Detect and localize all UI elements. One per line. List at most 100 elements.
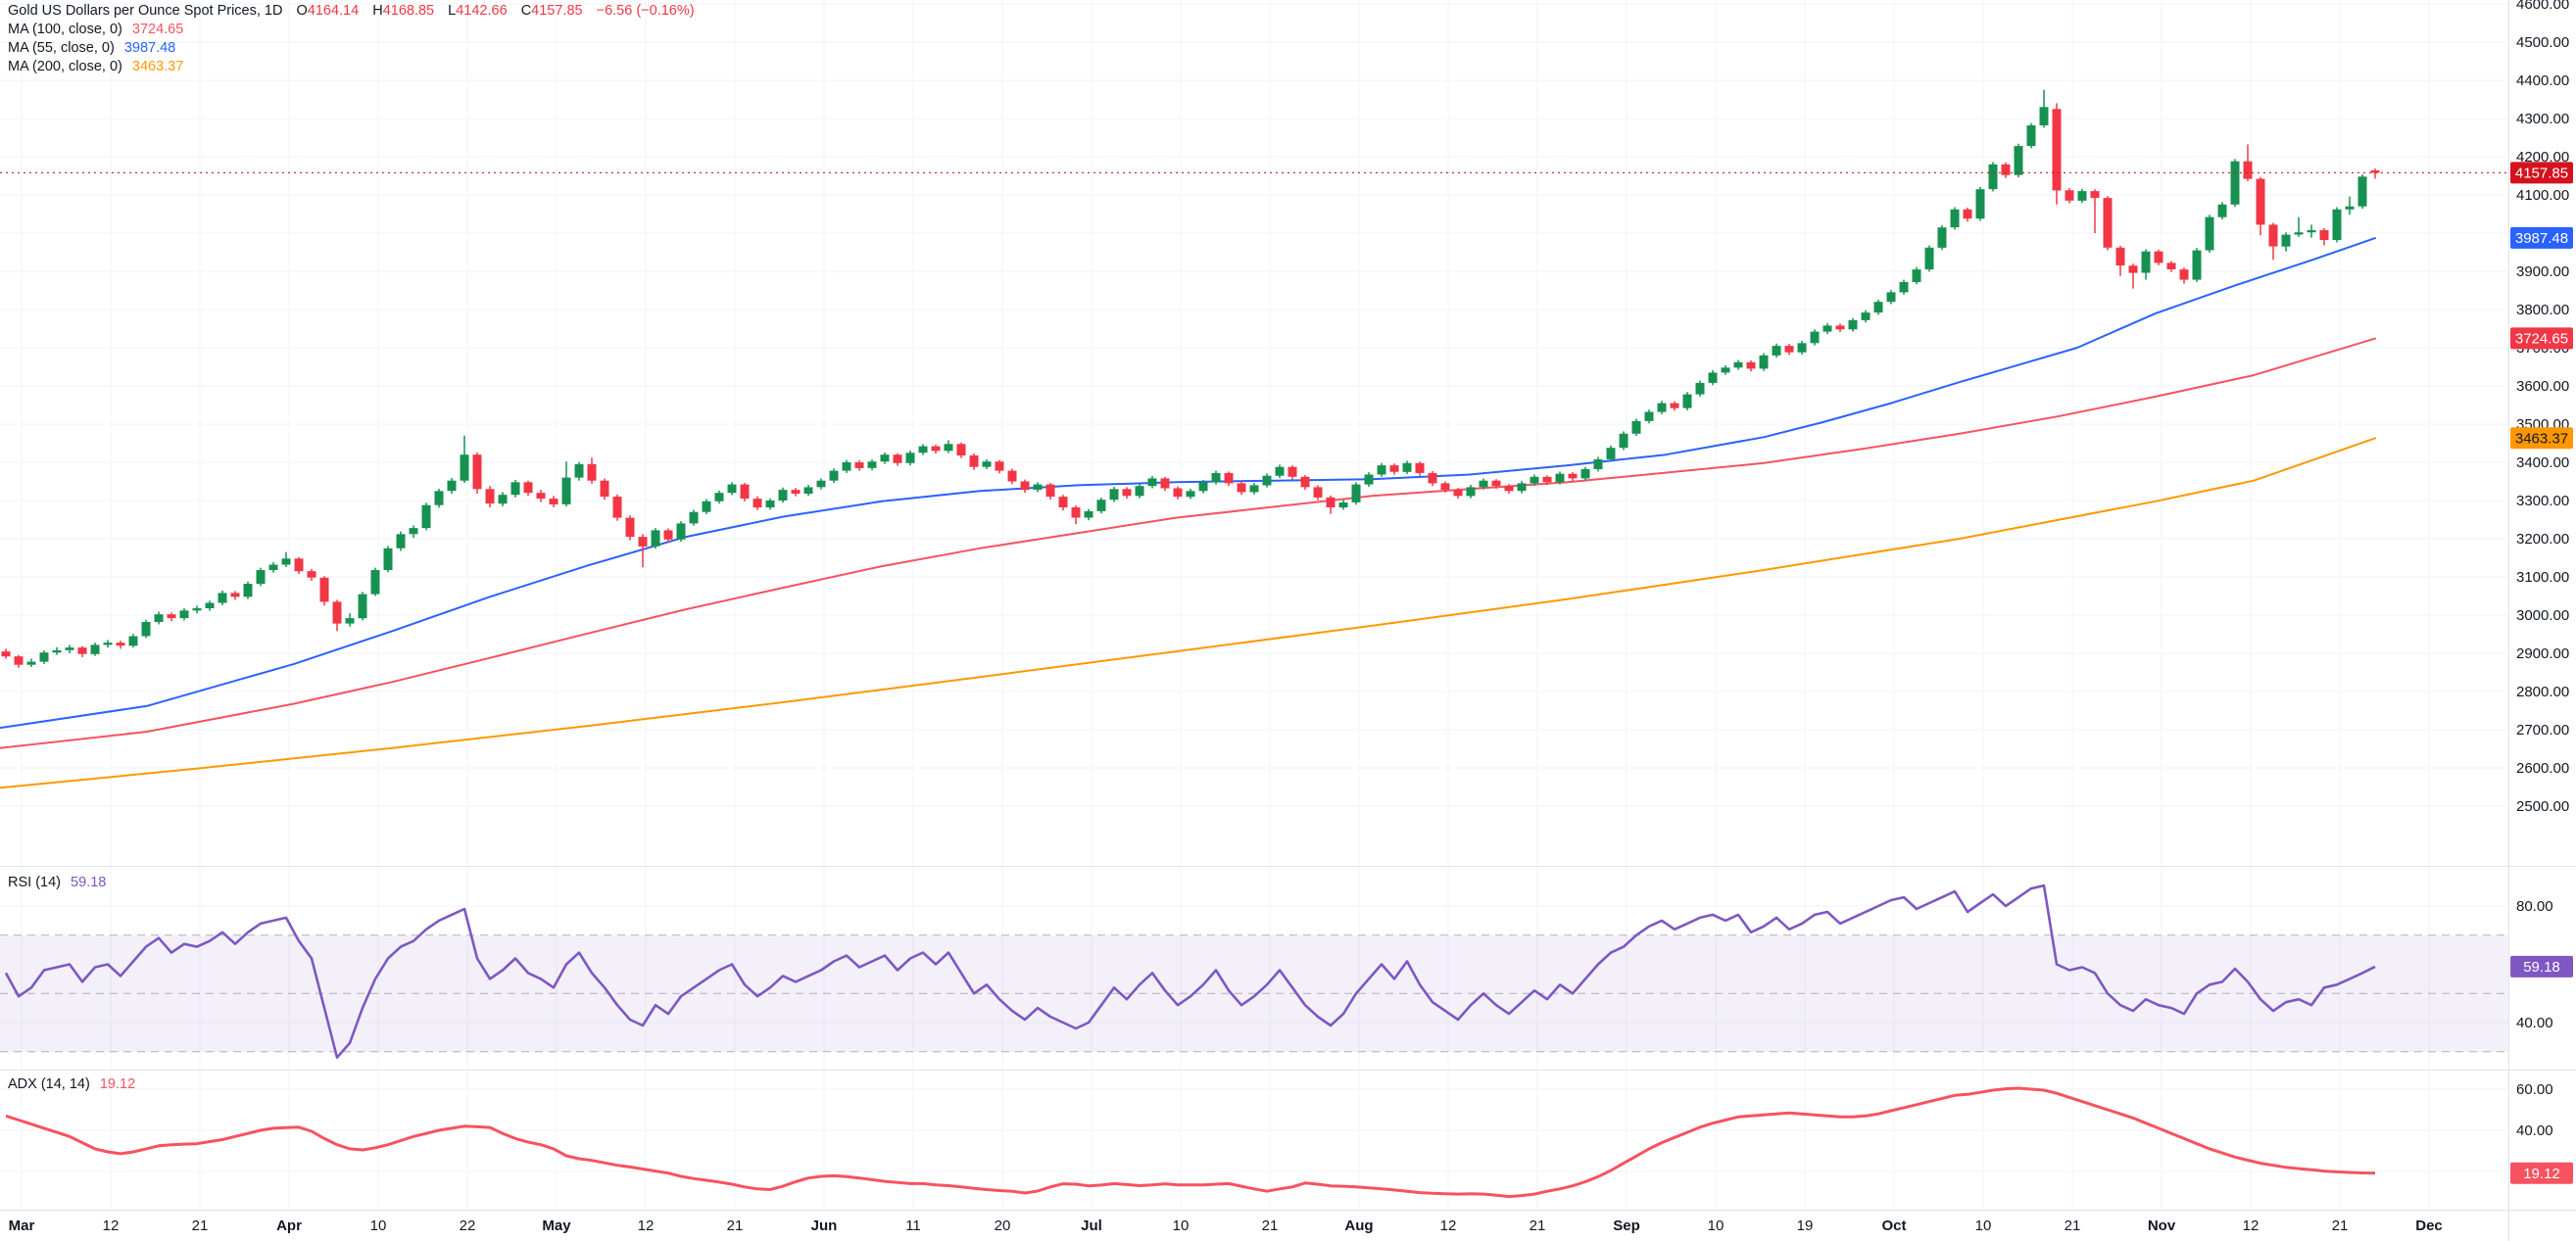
candle-body: [1173, 488, 1183, 498]
candle-body: [128, 636, 138, 646]
rsi-tick-label: 40.00: [2516, 1015, 2553, 1031]
ma100-label: MA (100, close, 0): [8, 22, 122, 37]
candle-body: [2179, 269, 2189, 280]
price-tick-label: 3300.00: [2516, 493, 2569, 509]
candle-body: [1071, 507, 1081, 518]
candle-body: [1848, 319, 1858, 330]
price-axis-badge[interactable]: 3724.65: [2510, 327, 2573, 350]
candle-body: [1733, 361, 1743, 368]
candle-body: [1861, 312, 1871, 320]
time-tick-label: 12: [2243, 1217, 2260, 1234]
axis-badge-bg: [2510, 955, 2573, 978]
adx-legend-row[interactable]: ADX (14, 14) 19.12: [8, 1076, 135, 1092]
legend: Gold US Dollars per Ounce Spot Prices, 1…: [8, 2, 695, 76]
adx-label: ADX (14, 14): [8, 1076, 90, 1092]
candle-body: [1402, 462, 1412, 472]
price-tick-label: 4600.00: [2516, 0, 2569, 13]
candle-body: [600, 480, 609, 498]
candle-body: [1950, 209, 1960, 228]
candle-body: [638, 537, 648, 547]
candle-body: [523, 482, 533, 494]
candle-body: [1657, 403, 1667, 412]
candle-body: [1619, 433, 1628, 449]
candle-body: [867, 461, 877, 468]
symbol-legend-row[interactable]: Gold US Dollars per Ounce Spot Prices, 1…: [8, 2, 695, 21]
price-axis-badge[interactable]: 3463.37: [2510, 427, 2573, 450]
time-tick-label: 21: [2332, 1217, 2349, 1234]
candle-body: [587, 463, 597, 481]
rsi-axis-badge[interactable]: 59.18: [2510, 955, 2573, 978]
candle-body: [1504, 486, 1514, 492]
time-tick-label: Dec: [2415, 1217, 2443, 1234]
candle-body: [1708, 372, 1718, 383]
candle-body: [1797, 343, 1807, 353]
candle-body: [447, 480, 457, 492]
candle-body: [1542, 476, 1552, 483]
candle-body: [1644, 411, 1654, 421]
ma200-line: [0, 437, 2376, 789]
adx-axis-badge[interactable]: 19.12: [2510, 1162, 2573, 1184]
candle-body: [931, 446, 941, 452]
time-tick-label: 21: [2065, 1217, 2081, 1234]
time-axis[interactable]: Mar 12 21 Apr 10 22 May 12 21 Jun 11 20 Jul 10 21 Aug 12…: [9, 1217, 2443, 1234]
candle-body: [409, 528, 418, 535]
candle-body: [77, 647, 87, 654]
ma100-value: 3724.65: [131, 22, 184, 37]
price-tick-label: 4400.00: [2516, 72, 2569, 89]
time-tick-label: 21: [1530, 1217, 1546, 1234]
candle-body: [1389, 465, 1399, 472]
candle-body: [2256, 178, 2265, 225]
candle-body: [2307, 229, 2316, 233]
time-tick-label: May: [542, 1217, 571, 1234]
candle-body: [1058, 497, 1068, 507]
time-tick-label: 20: [995, 1217, 1011, 1234]
candle-body: [1440, 483, 1450, 490]
candle-body: [1937, 227, 1947, 248]
candle-body: [714, 493, 724, 501]
candle-body: [294, 558, 304, 572]
candle-body: [1045, 484, 1055, 498]
candle-body: [842, 462, 851, 471]
rsi-legend-row[interactable]: RSI (14) 59.18: [8, 875, 106, 890]
price-axis-badge[interactable]: 4157.85: [2510, 162, 2573, 184]
candle-body: [383, 548, 393, 570]
candle-body: [1479, 480, 1488, 488]
candle-body: [816, 480, 826, 488]
candle-body: [1721, 367, 1730, 373]
adx-line: [5, 1086, 2376, 1199]
price-tick-label: 4200.00: [2516, 149, 2569, 166]
price-axis-badge[interactable]: 3987.48: [2510, 226, 2573, 249]
candle-body: [918, 446, 928, 453]
time-tick-label: Jul: [1081, 1217, 1102, 1234]
candle-body: [2141, 251, 2151, 273]
candle-body: [307, 571, 316, 578]
ma55-line: [0, 237, 2376, 730]
ma55-legend-row[interactable]: MA (55, close, 0) 3987.48: [8, 39, 695, 58]
candle-body: [205, 602, 215, 608]
candle-body: [1746, 361, 1756, 369]
candle-body: [2319, 229, 2329, 240]
candle-body: [727, 484, 737, 494]
ma100-legend-row[interactable]: MA (100, close, 0) 3724.65: [8, 21, 695, 39]
candles-layer[interactable]: [1, 89, 2380, 668]
candle-body: [510, 482, 520, 496]
rsi-value: 59.18: [71, 875, 107, 890]
candle-body: [689, 511, 699, 524]
time-tick-label: 21: [727, 1217, 744, 1234]
candle-body: [268, 564, 278, 570]
candle-body: [778, 490, 788, 501]
candle-body: [663, 530, 673, 540]
candle-body: [2014, 146, 2023, 175]
candle-body: [561, 477, 571, 504]
axis-badge-value: 19.12: [2523, 1166, 2560, 1182]
candle-body: [26, 661, 36, 665]
ma200-legend-row[interactable]: MA (200, close, 0) 3463.37: [8, 58, 695, 76]
candle-body: [1873, 302, 1883, 313]
candle-body: [1568, 473, 1578, 479]
candle-body: [740, 484, 750, 499]
axis-badge-bg: [2510, 226, 2573, 249]
candle-body: [498, 495, 508, 504]
time-tick-label: 10: [1975, 1217, 1992, 1234]
candle-body: [230, 593, 240, 597]
